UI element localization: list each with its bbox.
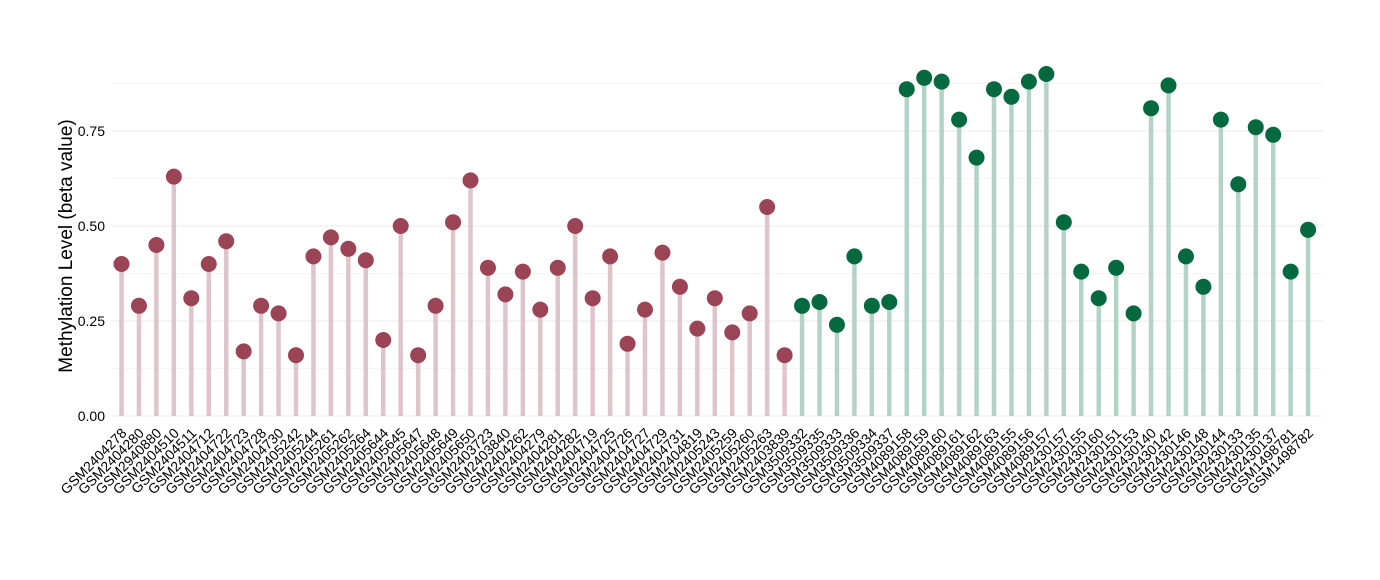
lollipop-point — [113, 256, 130, 272]
grid-lines — [112, 83, 1323, 417]
lollipop-point — [1282, 263, 1299, 280]
lollipop-point — [1038, 66, 1055, 82]
lollipop-point — [445, 214, 462, 231]
lollipop-point — [1125, 305, 1142, 322]
lollipop-point — [1160, 77, 1177, 94]
lollipop-point — [514, 263, 531, 280]
lollipop-point — [1055, 214, 1072, 231]
lollipop-point — [410, 347, 427, 364]
lollipop-point — [584, 290, 601, 307]
lollipop-point — [1003, 88, 1020, 105]
lollipop-point — [846, 248, 863, 265]
lollipop-point — [165, 168, 182, 185]
lollipop-point — [811, 294, 828, 310]
lollipop-point — [1177, 248, 1194, 265]
lollipop-point — [881, 294, 898, 310]
lollipop-point — [1108, 259, 1125, 276]
y-tick-label: 0.00 — [78, 408, 105, 424]
lollipop-point — [602, 248, 619, 265]
lollipop-point — [671, 278, 688, 295]
lollipop-point — [933, 73, 950, 90]
lollipop-point — [898, 81, 915, 98]
x-axis-ticks: GSM2404278GSM2404280GSM2940880GSM2404510… — [57, 425, 1316, 498]
lollipop-points — [113, 66, 1317, 364]
lollipop-point — [427, 297, 444, 314]
lollipop-point — [288, 347, 304, 364]
lollipop-point — [235, 343, 252, 360]
lollipop-point — [968, 149, 985, 166]
lollipop-point — [1143, 100, 1160, 117]
y-axis-ticks: 0.00 0.25 0.50 0.75 — [78, 123, 105, 424]
lollipop-point — [1073, 263, 1090, 280]
lollipop-point — [200, 256, 217, 272]
lollipop-point — [462, 172, 479, 189]
lollipop-point — [479, 259, 496, 276]
lollipop-point — [375, 332, 392, 348]
lollipop-point — [497, 286, 514, 303]
lollipop-point — [1020, 73, 1037, 90]
lollipop-point — [741, 305, 758, 322]
lollipop-point — [724, 324, 741, 341]
lollipop-point — [1300, 221, 1317, 238]
lollipop-point — [1247, 119, 1264, 136]
lollipop-point — [340, 240, 357, 257]
lollipop-point — [1090, 290, 1107, 307]
lollipop-point — [916, 69, 933, 86]
lollipop-point — [392, 218, 409, 234]
lollipop-point — [951, 111, 968, 128]
lollipop-point — [706, 290, 723, 307]
y-tick-label: 0.75 — [78, 123, 105, 139]
lollipop-point — [776, 347, 793, 364]
lollipop-point — [828, 316, 845, 333]
lollipop-point — [1230, 176, 1247, 193]
lollipop-point — [567, 218, 584, 234]
lollipop-point — [689, 320, 706, 337]
lollipop-point — [1265, 126, 1282, 143]
y-axis-label: Methylation Level (beta value) — [56, 119, 77, 372]
lollipop-point — [619, 335, 636, 352]
lollipop-point — [130, 297, 147, 314]
lollipop-point — [305, 248, 322, 265]
lollipop-point — [1212, 111, 1229, 128]
lollipop-point — [654, 244, 671, 261]
lollipop-stems — [119, 74, 1311, 416]
lollipop-point — [270, 305, 287, 322]
y-tick-label: 0.50 — [78, 218, 105, 234]
lollipop-point — [322, 229, 339, 246]
lollipop-point — [863, 297, 880, 314]
lollipop-point — [148, 237, 165, 253]
lollipop-point — [218, 233, 235, 250]
lollipop-point — [986, 81, 1002, 98]
lollipop-point — [549, 259, 566, 276]
lollipop-point — [532, 301, 549, 318]
lollipop-point — [794, 297, 811, 314]
lollipop-point — [357, 252, 374, 269]
lollipop-point — [637, 301, 653, 318]
y-tick-label: 0.25 — [78, 313, 105, 329]
lollipop-point — [1195, 278, 1212, 295]
lollipop-point — [253, 297, 270, 314]
lollipop-point — [759, 199, 776, 215]
lollipop-point — [183, 290, 200, 307]
